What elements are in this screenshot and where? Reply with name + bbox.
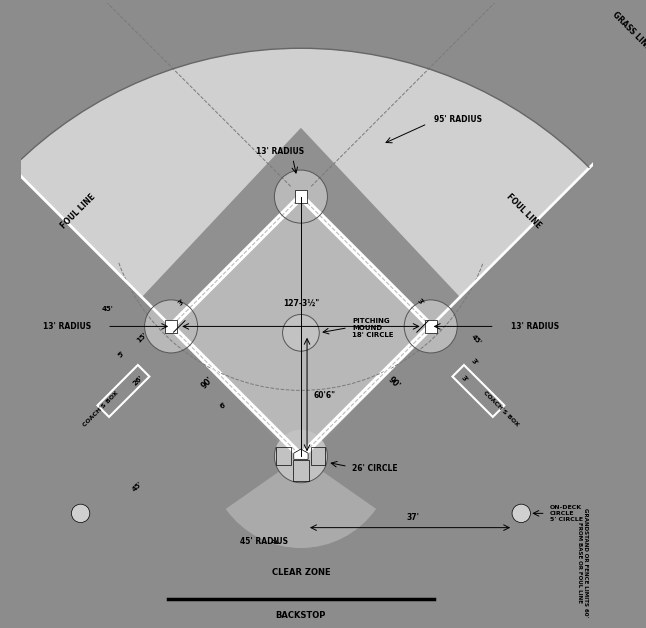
Bar	[293, 460, 309, 480]
Text: 26': 26'	[132, 374, 144, 387]
Text: 3': 3'	[177, 298, 186, 306]
Bar	[311, 447, 326, 465]
Text: 45': 45'	[131, 480, 144, 493]
Text: 13' RADIUS: 13' RADIUS	[511, 322, 559, 331]
Text: 45': 45'	[470, 333, 483, 346]
Text: 37': 37'	[406, 512, 420, 521]
Circle shape	[275, 170, 328, 223]
Polygon shape	[424, 320, 437, 333]
Text: FOUL LINE: FOUL LINE	[504, 192, 543, 230]
Text: 60'6": 60'6"	[313, 391, 335, 399]
Text: 5': 5'	[117, 350, 126, 359]
Text: 95' RADIUS: 95' RADIUS	[433, 115, 481, 124]
Bar	[276, 447, 291, 465]
Wedge shape	[225, 456, 376, 548]
Text: FOUL LINE: FOUL LINE	[59, 192, 98, 230]
Text: CLEAR ZONE: CLEAR ZONE	[271, 568, 330, 577]
Circle shape	[72, 504, 90, 522]
Text: PITCHING
MOUND
18' CIRCLE: PITCHING MOUND 18' CIRCLE	[352, 318, 393, 338]
Circle shape	[404, 300, 457, 353]
Text: 127-3½": 127-3½"	[283, 299, 319, 308]
Text: 45': 45'	[101, 306, 113, 312]
Polygon shape	[142, 128, 460, 467]
Text: 90': 90'	[387, 376, 402, 391]
Text: 45' RADIUS: 45' RADIUS	[240, 538, 288, 546]
Polygon shape	[294, 449, 308, 459]
Text: 3': 3'	[459, 374, 468, 383]
Text: 3': 3'	[416, 298, 425, 306]
Circle shape	[275, 430, 328, 483]
Text: BACKSTOP: BACKSTOP	[276, 611, 326, 620]
Text: ON-DECK
CIRCLE
5' CIRCLE: ON-DECK CIRCLE 5' CIRCLE	[550, 505, 583, 522]
Text: 3': 3'	[470, 358, 479, 367]
Circle shape	[282, 315, 319, 351]
Text: 15': 15'	[136, 332, 148, 344]
Polygon shape	[295, 190, 307, 203]
Text: COACH'S BOX: COACH'S BOX	[83, 391, 120, 428]
Text: COACH'S BOX: COACH'S BOX	[482, 391, 519, 428]
Wedge shape	[12, 48, 589, 456]
Text: 13' RADIUS: 13' RADIUS	[43, 322, 91, 331]
Text: 13' RADIUS: 13' RADIUS	[256, 148, 304, 156]
Text: GRASS LINE: GRASS LINE	[611, 10, 646, 52]
Text: GRANDSTAND OR FENCE LIMITS 60'
FROM BASE OR FOUL LINE: GRANDSTAND OR FENCE LIMITS 60' FROM BASE…	[577, 508, 588, 617]
Circle shape	[145, 300, 198, 353]
Text: 90': 90'	[200, 376, 215, 391]
Polygon shape	[165, 320, 177, 333]
Text: 6': 6'	[219, 401, 228, 409]
Circle shape	[512, 504, 530, 522]
Text: 26' CIRCLE: 26' CIRCLE	[352, 464, 397, 473]
Polygon shape	[171, 197, 431, 456]
